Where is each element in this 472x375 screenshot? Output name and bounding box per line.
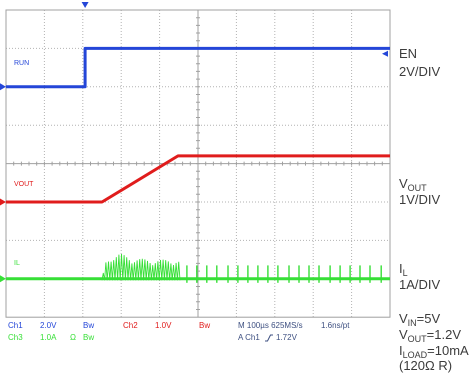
graticule-border bbox=[5, 9, 391, 318]
il-switching-burst bbox=[101, 253, 181, 281]
condition-iload: ILOAD=10mA bbox=[399, 343, 469, 360]
condition-subscript: OUT bbox=[407, 334, 427, 344]
trigger-level-readout: 1.72V bbox=[276, 333, 297, 342]
trigger-position-marker bbox=[81, 2, 89, 8]
il-trace-label: IL bbox=[14, 260, 20, 267]
condition-subscript: LOAD bbox=[402, 350, 428, 360]
vout-label: VOUT bbox=[399, 176, 427, 193]
condition-value: =1.2V bbox=[426, 327, 462, 342]
center-axis-ticks bbox=[13, 17, 383, 310]
condition-subscript: IN bbox=[407, 318, 417, 328]
en-scale: 2V/DIV bbox=[399, 64, 441, 79]
ch2-channel-label: Ch2 bbox=[123, 321, 138, 330]
condition-value: =10mA bbox=[427, 343, 469, 358]
il-scale: 1A/DIV bbox=[399, 277, 441, 292]
vout-scale: 1V/DIV bbox=[399, 192, 441, 207]
ch3-channel-label: Ch3 bbox=[8, 333, 23, 342]
ch3-bandwidth-limit: Bw bbox=[83, 333, 95, 342]
ch3-termination: Ω bbox=[70, 333, 76, 342]
ch1-channel-label: Ch1 bbox=[8, 321, 23, 330]
rising-edge-icon-path bbox=[265, 334, 273, 342]
vout-label-subscript: OUT bbox=[407, 183, 427, 193]
timebase-readout: M 100µs 625MS/s bbox=[238, 321, 303, 330]
sample-resolution-readout: 1.6ns/pt bbox=[321, 321, 350, 330]
ch1-scale: 2.0V bbox=[40, 321, 57, 330]
condition-symbol: I bbox=[399, 343, 403, 358]
vout-trace bbox=[6, 154, 390, 204]
vout-ground-marker bbox=[0, 198, 6, 206]
run-trace-label: RUN bbox=[14, 60, 29, 67]
condition-symbol: V bbox=[399, 327, 408, 342]
trigger-level-marker bbox=[382, 50, 388, 57]
condition-load-note: (120Ω R) bbox=[399, 358, 453, 373]
il-ground-marker bbox=[0, 275, 6, 283]
graticule bbox=[5, 9, 391, 318]
condition-value: =5V bbox=[416, 311, 441, 326]
ch2-bandwidth-limit: Bw bbox=[199, 321, 211, 330]
run-ground-marker bbox=[0, 83, 6, 91]
condition-symbol: V bbox=[399, 311, 408, 326]
run-trace bbox=[6, 46, 390, 89]
vout-label-symbol: V bbox=[399, 176, 408, 191]
waveforms bbox=[6, 46, 390, 283]
condition-vout: VOUT=1.2V bbox=[399, 327, 461, 344]
ch2-scale: 1.0V bbox=[155, 321, 172, 330]
vout-trace-label: VOUT bbox=[14, 181, 34, 188]
markers bbox=[0, 2, 388, 283]
il-label-subscript: L bbox=[402, 268, 408, 278]
il-label: IL bbox=[399, 261, 408, 278]
trigger-source-readout: A Ch1 bbox=[238, 333, 260, 342]
en-label: EN bbox=[399, 46, 418, 61]
rising-edge-icon bbox=[265, 334, 273, 342]
ch1-bandwidth-limit: Bw bbox=[83, 321, 95, 330]
ch3-scale: 1.0A bbox=[40, 333, 57, 342]
condition-vin: VIN=5V bbox=[399, 311, 440, 328]
scope-screen: RUN VOUT IL bbox=[0, 2, 391, 318]
il-label-symbol: I bbox=[399, 261, 403, 276]
